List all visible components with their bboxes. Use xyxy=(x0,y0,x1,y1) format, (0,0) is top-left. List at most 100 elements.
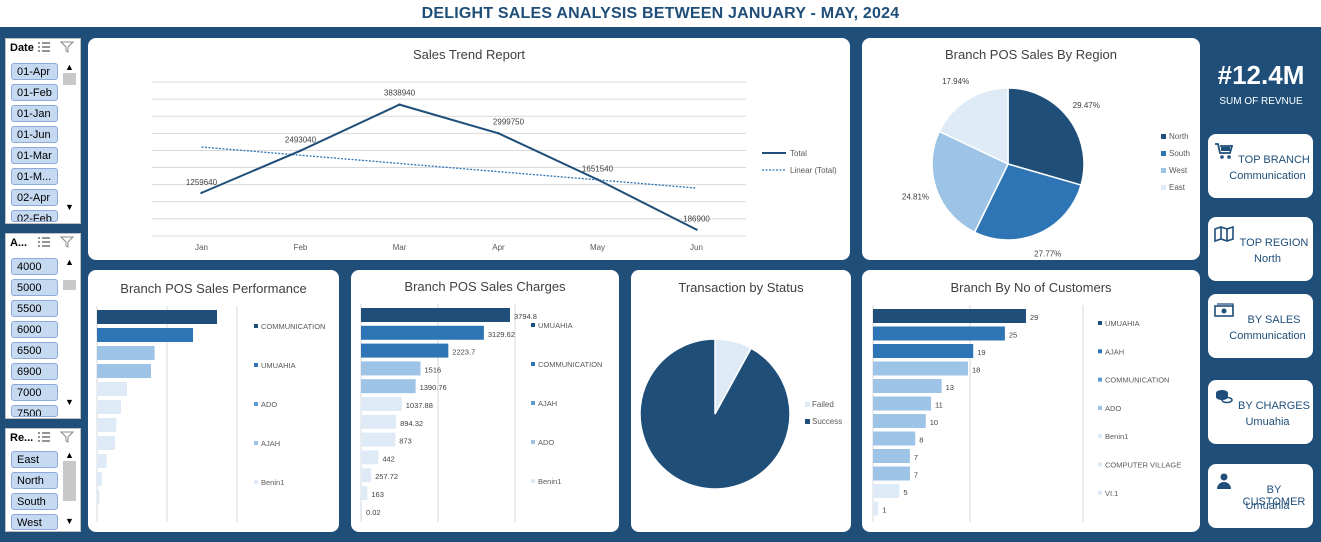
amount-slicer-scrollbar[interactable]: ▲ ▼ xyxy=(63,256,76,408)
scroll-up-icon[interactable]: ▲ xyxy=(65,450,74,460)
kpi-top-branch-card: TOP BRANCH Communication xyxy=(1208,134,1313,198)
bar xyxy=(873,431,916,446)
bar xyxy=(97,400,121,414)
amount-slicer[interactable]: A... 4000 5000 5500 6000 6500 6900 7000 … xyxy=(5,233,81,419)
amount-slicer-item[interactable]: 7500 xyxy=(11,405,58,417)
kpi-label: TOP REGION xyxy=(1239,237,1309,249)
data-label: 3794.8 xyxy=(514,312,537,321)
multi-select-icon[interactable] xyxy=(37,431,51,443)
date-slicer-scrollbar[interactable]: ▲ ▼ xyxy=(63,61,76,213)
region-pie-chart: 29.47% 27.77% 24.81% 17.94% North South West Ea… xyxy=(902,77,1190,258)
date-slicer-item[interactable]: 01-Apr xyxy=(11,63,58,80)
customers-card: Branch By No of Customers 29 25 19 18 13 11 10… xyxy=(862,270,1200,532)
region-slicer-item[interactable]: South xyxy=(11,493,58,510)
data-label: 1651540 xyxy=(582,164,614,173)
clear-filter-icon[interactable] xyxy=(60,431,74,443)
sales-trend-card: Sales Trend Report Jan Feb Mar Apr May Jun 125… xyxy=(88,38,850,260)
kpi-value: North xyxy=(1254,253,1281,265)
legend-label: East xyxy=(1169,183,1186,192)
scroll-down-icon[interactable]: ▼ xyxy=(65,202,74,212)
date-slicer-item[interactable]: 01-Jun xyxy=(11,126,58,143)
bar xyxy=(361,414,397,429)
legend-swatch xyxy=(1098,490,1102,495)
legend-swatch xyxy=(1161,134,1166,139)
transaction-status-card: Transaction by Status Failed Success xyxy=(631,270,851,532)
amount-slicer-item[interactable]: 4000 xyxy=(11,258,58,275)
legend-swatch xyxy=(254,363,258,367)
bar xyxy=(361,486,368,500)
amount-slicer-item[interactable]: 5500 xyxy=(11,300,58,317)
data-label: 163 xyxy=(371,490,384,499)
legend-label: AJAH xyxy=(261,439,280,448)
legend-label: COMPUTER VILLAGE xyxy=(1105,461,1181,470)
bar xyxy=(873,396,932,411)
x-tick-label: Mar xyxy=(393,243,407,252)
legend-label: Linear (Total) xyxy=(790,166,837,175)
amount-slicer-item[interactable]: 6500 xyxy=(11,342,58,359)
legend-label: UMUAHIA xyxy=(261,361,296,370)
scroll-thumb[interactable] xyxy=(63,461,76,501)
legend-swatch xyxy=(805,419,810,424)
legend-swatch xyxy=(805,402,810,407)
data-label: 442 xyxy=(382,454,395,463)
bar xyxy=(361,397,402,411)
date-slicer-item[interactable]: 01-Jan xyxy=(11,105,58,122)
bar xyxy=(97,310,217,324)
bar xyxy=(97,454,107,468)
amount-slicer-item[interactable]: 5000 xyxy=(11,279,58,296)
date-slicer-item[interactable]: 02-Feb xyxy=(11,210,58,222)
legend-swatch xyxy=(1098,377,1102,382)
coins-icon xyxy=(1216,390,1233,404)
pie-slice-west xyxy=(931,130,1010,234)
legend-label: Success xyxy=(812,417,842,426)
scroll-down-icon[interactable]: ▼ xyxy=(65,516,74,526)
data-label: 3129.62 xyxy=(488,330,515,339)
date-slicer-item[interactable]: 02-Apr xyxy=(11,189,58,206)
bar xyxy=(361,450,379,465)
trendline xyxy=(201,146,697,189)
chart-title: Transaction by Status xyxy=(678,280,804,295)
multi-select-icon[interactable] xyxy=(37,236,51,248)
legend-swatch xyxy=(531,440,535,444)
kpi-value: Umuahia xyxy=(1245,416,1290,428)
clear-filter-icon[interactable] xyxy=(60,236,74,248)
multi-select-icon[interactable] xyxy=(37,41,51,53)
region-slicer-item[interactable]: East xyxy=(11,451,58,468)
region-slicer-scrollbar[interactable]: ▲ ▼ xyxy=(63,449,76,527)
sales-trend-chart: Jan Feb Mar Apr May Jun 1259640 2493040 3838940 2… xyxy=(152,81,837,252)
amount-slicer-item[interactable]: 7000 xyxy=(11,384,58,401)
amount-slicer-item[interactable]: 6900 xyxy=(11,363,58,380)
legend-swatch xyxy=(1161,185,1166,190)
date-slicer-item[interactable]: 01-Mar xyxy=(11,147,58,164)
scroll-thumb[interactable] xyxy=(63,280,76,290)
kpi-value: Umuahia xyxy=(1245,500,1290,512)
legend-label: UMUAHIA xyxy=(1105,319,1140,328)
data-label: 2493040 xyxy=(285,136,317,145)
region-slicer-item[interactable]: West xyxy=(11,514,58,530)
amount-slicer-item[interactable]: 6000 xyxy=(11,321,58,338)
data-label: 7 xyxy=(914,453,918,462)
legend-label: South xyxy=(1169,149,1190,158)
data-label: 19 xyxy=(977,348,985,357)
bar xyxy=(361,343,449,358)
data-label: 7 xyxy=(914,471,918,480)
data-label: 1516 xyxy=(425,365,442,374)
date-slicer[interactable]: Date 01-Apr 01-Feb 01-Jan 01-Jun 01-Mar … xyxy=(5,38,81,224)
bar xyxy=(97,328,193,342)
x-tick-label: Apr xyxy=(492,243,505,252)
region-slicer[interactable]: Re... East North South West ▲ ▼ xyxy=(5,428,81,532)
dashboard-title-bar: DELIGHT SALES ANALYSIS BETWEEN JANUARY -… xyxy=(0,0,1321,27)
scroll-up-icon[interactable]: ▲ xyxy=(65,62,74,72)
legend-swatch xyxy=(1161,151,1166,156)
scroll-down-icon[interactable]: ▼ xyxy=(65,397,74,407)
data-point xyxy=(695,228,698,231)
scroll-thumb[interactable] xyxy=(63,73,76,85)
scroll-up-icon[interactable]: ▲ xyxy=(65,257,74,267)
region-slicer-item[interactable]: North xyxy=(11,472,58,489)
legend-swatch xyxy=(1098,405,1102,410)
bar xyxy=(873,414,926,428)
date-slicer-item[interactable]: 01-M... xyxy=(11,168,58,185)
clear-filter-icon[interactable] xyxy=(60,41,74,53)
x-tick-label: Jan xyxy=(195,243,208,252)
date-slicer-item[interactable]: 01-Feb xyxy=(11,84,58,101)
